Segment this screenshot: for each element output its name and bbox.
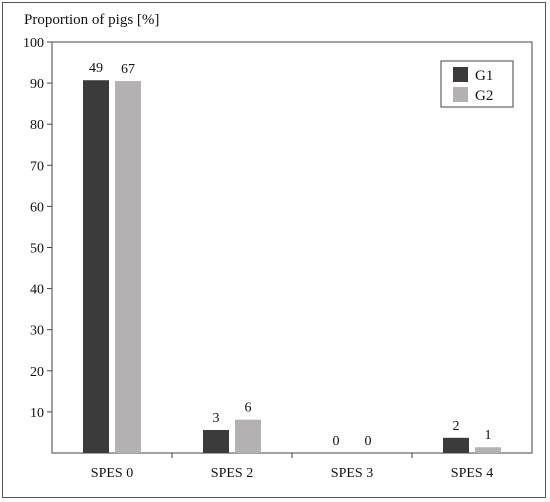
bar-g1-spes-4 <box>443 437 469 453</box>
data-label: 49 <box>89 61 103 76</box>
y-axis-title: Proportion of pigs [%] <box>24 12 159 28</box>
bar-g2-spes-4 <box>475 447 501 453</box>
y-tick-label: 100 <box>23 36 44 51</box>
x-tick-label: SPES 4 <box>451 466 493 481</box>
bar-g1-spes-2 <box>203 429 229 453</box>
legend-label: G2 <box>475 88 493 104</box>
value-labels: 49 67 3 6 0 0 2 1 <box>89 61 492 449</box>
y-tick-label: 70 <box>30 159 44 174</box>
y-tick-label: 20 <box>30 365 44 380</box>
y-tick-label: 10 <box>30 406 44 421</box>
y-tick-label: 30 <box>30 324 44 339</box>
x-tick-label: SPES 3 <box>331 466 373 481</box>
data-label: 67 <box>121 62 135 77</box>
y-tick-label: 50 <box>30 242 44 257</box>
bar-g2-spes-2 <box>235 419 261 453</box>
data-label: 3 <box>213 411 220 426</box>
y-tick-label: 40 <box>30 283 44 298</box>
data-label: 0 <box>333 434 340 449</box>
data-label: 6 <box>245 401 252 416</box>
legend-label: G1 <box>475 68 493 84</box>
x-tick-label: SPES 2 <box>211 466 253 481</box>
chart-frame <box>2 2 546 498</box>
data-label: 0 <box>365 434 372 449</box>
bar-g1-spes-0 <box>83 80 109 454</box>
data-label: 2 <box>453 419 460 434</box>
x-tick-label: SPES 0 <box>91 466 133 481</box>
bar-g2-spes-0 <box>115 81 141 454</box>
legend-swatch <box>453 87 468 102</box>
data-label: 1 <box>485 428 492 443</box>
y-tick-label: 80 <box>30 118 44 133</box>
y-tick-label: 90 <box>30 77 44 92</box>
legend-swatch <box>453 67 468 82</box>
bars <box>83 80 501 454</box>
y-tick-label: 60 <box>30 200 44 215</box>
